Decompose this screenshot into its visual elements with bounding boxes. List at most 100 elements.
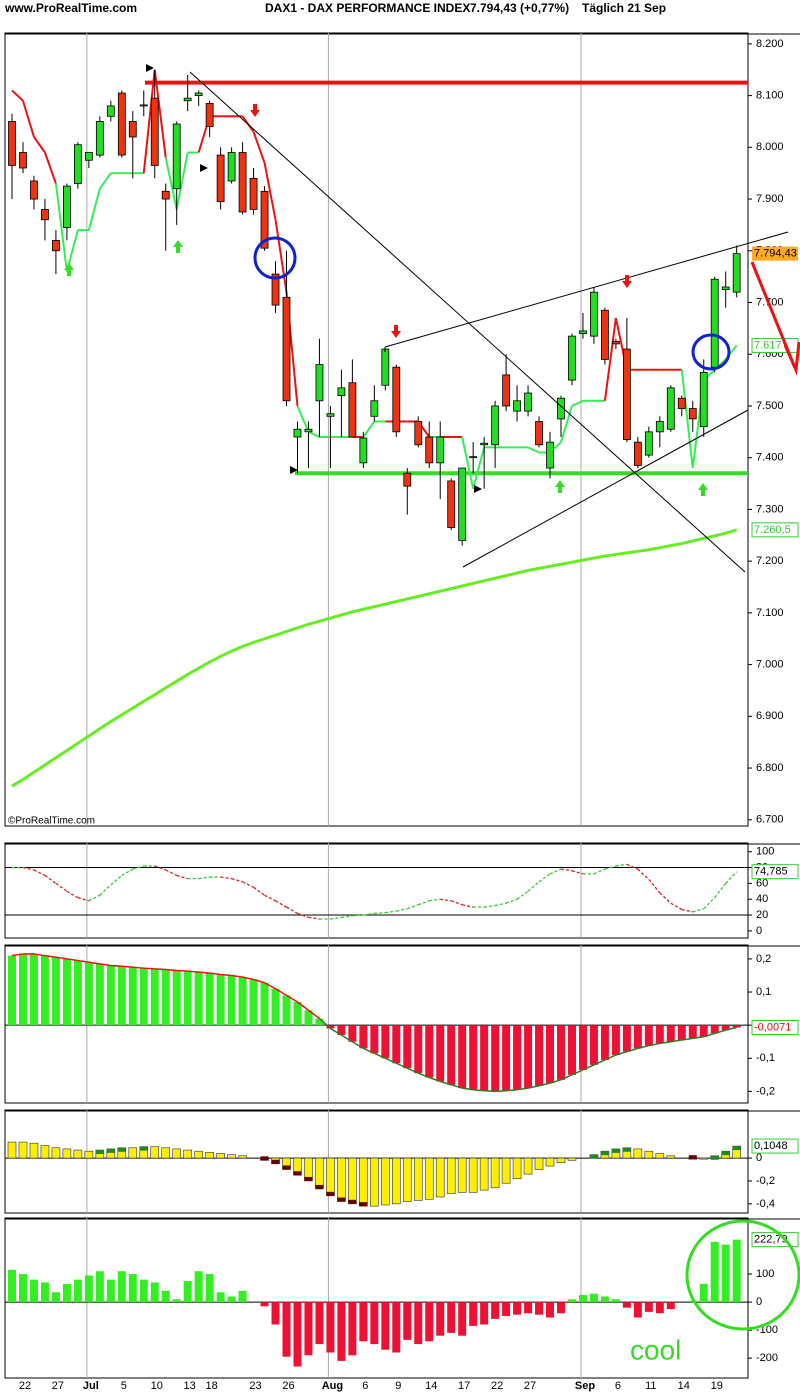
bar [282, 995, 291, 1026]
y-tick-label: -0,4 [756, 1198, 775, 1210]
bar [84, 1275, 93, 1303]
x-tick-label: Aug [322, 1380, 343, 1392]
bar [655, 1302, 664, 1314]
signal-line [406, 1067, 419, 1074]
bar [557, 1302, 565, 1314]
candle-body [590, 291, 598, 337]
candle-body [282, 296, 291, 402]
oscillator [297, 912, 309, 919]
bar-cap [260, 1156, 269, 1161]
y-tick-label: 7.900 [756, 193, 784, 205]
bar-cap [337, 1197, 346, 1202]
signal-line [725, 1026, 737, 1031]
panel-frame [4, 842, 749, 939]
bar [370, 1302, 379, 1345]
candle-body [469, 456, 478, 459]
bar [271, 988, 280, 1026]
bar [161, 969, 170, 1026]
bar [315, 1302, 324, 1345]
bar [84, 1150, 94, 1159]
bar-cap [304, 1176, 313, 1181]
y-tick-label: 7.400 [756, 452, 784, 464]
bar [84, 962, 93, 1026]
y-tick-label: 100 [756, 846, 774, 858]
trend-line [384, 231, 789, 348]
candle-body [194, 92, 203, 96]
last-value-box [752, 246, 798, 261]
trailing-stop [33, 136, 46, 154]
signal-line [450, 1084, 463, 1089]
candle-body [568, 335, 576, 381]
bar [150, 968, 159, 1026]
signal-line [681, 1037, 693, 1041]
signal-line [132, 966, 144, 969]
bar [644, 1025, 653, 1046]
signal-line [66, 958, 78, 962]
bar-cap [282, 1165, 291, 1170]
trailing-stop [571, 399, 584, 407]
trailing-stop [54, 183, 68, 272]
candle-body [172, 123, 181, 190]
y-tick-label: 7.300 [756, 503, 784, 515]
oscillator [165, 869, 177, 877]
oscillator [33, 869, 46, 877]
y-tick-label: 7.500 [756, 400, 784, 412]
trailing-stop [142, 69, 156, 174]
candle-body [491, 405, 500, 446]
y-tick-label: -0,2 [756, 1085, 775, 1097]
x-tick-label: 6 [615, 1380, 621, 1392]
bar [490, 1157, 500, 1189]
signal-line [473, 1089, 485, 1092]
x-tick-label: 14 [425, 1380, 437, 1392]
bar [348, 1025, 357, 1042]
candle-body [392, 366, 401, 433]
signal-line [571, 1069, 584, 1076]
candle-body [304, 428, 313, 433]
oscillator [220, 876, 232, 880]
y-tick-label: 6.700 [756, 814, 784, 826]
candle-body [732, 253, 741, 293]
bar [721, 1025, 730, 1031]
x-tick-label: 27 [52, 1380, 64, 1392]
moving-average [11, 528, 738, 788]
y-tick-label: 60 [756, 877, 768, 889]
signal-arrow [474, 485, 482, 493]
y-tick-label: 6.800 [756, 762, 784, 774]
bar [326, 1157, 335, 1197]
bar [172, 970, 181, 1026]
bar-cap [117, 1147, 126, 1152]
bar [150, 1146, 160, 1159]
x-tick-label: 26 [282, 1380, 294, 1392]
bar [446, 1157, 456, 1194]
bar [622, 1025, 631, 1052]
bar [370, 1157, 379, 1207]
candle-body [84, 152, 93, 161]
y-tick-label: 40 [756, 893, 768, 905]
signal-line [626, 1047, 639, 1053]
bar [491, 1302, 500, 1319]
last-value-label: 74,785 [754, 866, 788, 878]
bar [425, 1302, 434, 1342]
signal-line [275, 988, 287, 996]
bar [337, 1025, 346, 1036]
bar [183, 1149, 192, 1159]
oscillator [725, 871, 738, 884]
bar [139, 968, 148, 1026]
signal-arrow [698, 483, 708, 496]
oscillator [516, 890, 529, 900]
candle-body [183, 97, 192, 102]
x-tick-label: 23 [249, 1380, 261, 1392]
candle-body [205, 102, 214, 128]
bar [611, 1299, 620, 1303]
signal-line [143, 967, 155, 970]
bar [73, 1149, 83, 1159]
signal-line [484, 1089, 496, 1093]
oscillator [615, 863, 627, 867]
oscillator [308, 916, 320, 920]
signal-arrow [146, 64, 154, 72]
bar [337, 1302, 346, 1361]
bar [556, 1157, 566, 1163]
bar [62, 958, 71, 1026]
bar [326, 1302, 335, 1353]
bar [238, 977, 247, 1026]
